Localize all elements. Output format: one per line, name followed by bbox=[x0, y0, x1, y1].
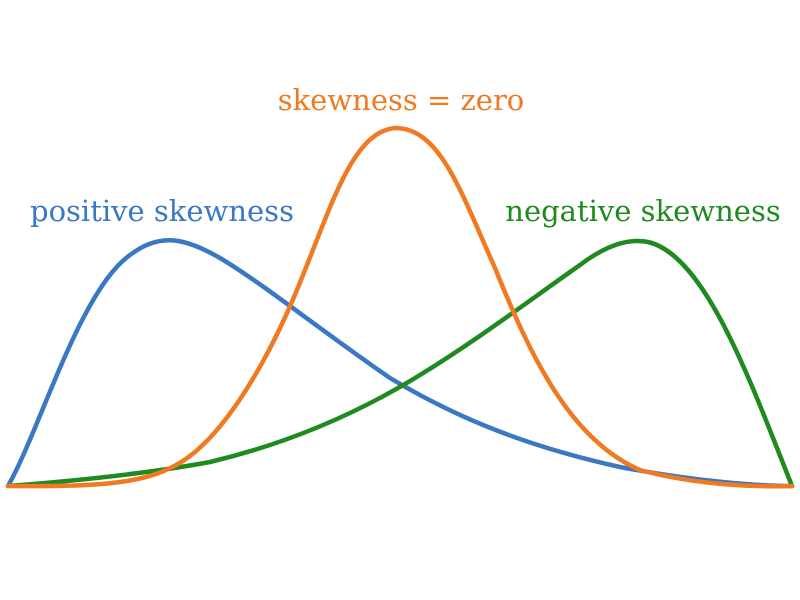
negative-skewness-label: negative skewness bbox=[505, 194, 780, 228]
positive-skewness-curve bbox=[5, 237, 795, 489]
positive-skewness-label: positive skewness bbox=[30, 194, 294, 228]
negative-skewness-curve bbox=[5, 238, 795, 489]
zero-skewness-label: skewness = zero bbox=[278, 83, 525, 117]
zero-skewness-curve bbox=[5, 125, 795, 489]
